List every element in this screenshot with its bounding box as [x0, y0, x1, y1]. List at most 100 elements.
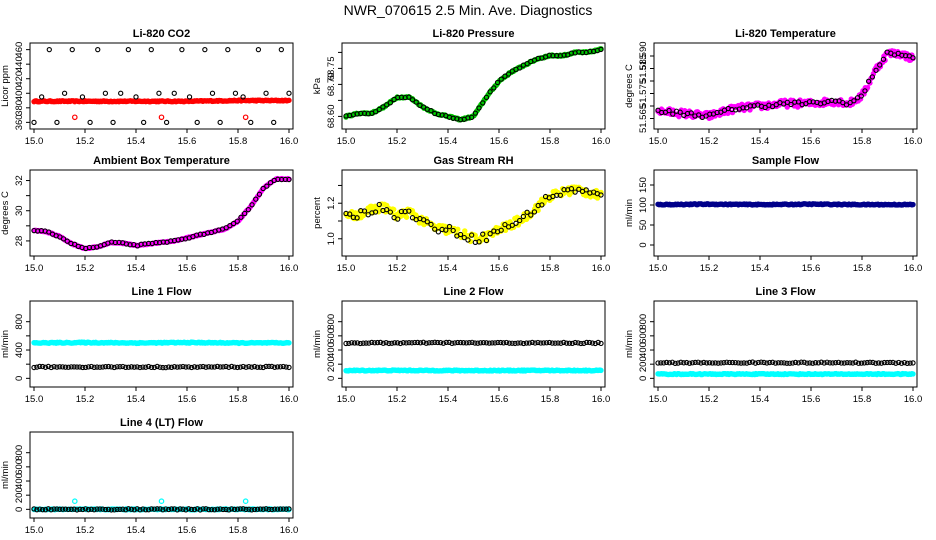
data-point	[575, 340, 581, 346]
x-tick-label: 15.6	[178, 136, 197, 147]
data-point	[46, 46, 52, 53]
series-co2-0	[31, 97, 292, 121]
data-point	[230, 220, 237, 227]
x-tick-label: 16.0	[280, 263, 299, 274]
data-point	[77, 364, 83, 370]
data-point	[257, 364, 263, 370]
data-point	[769, 359, 776, 365]
data-point	[884, 359, 890, 366]
data-point	[538, 340, 544, 346]
data-point	[194, 364, 200, 370]
data-point	[157, 506, 163, 512]
y-tick-label: 800	[638, 314, 649, 330]
data-point	[60, 236, 67, 242]
data-point	[377, 339, 384, 346]
data-point	[37, 363, 43, 370]
plot-frame	[341, 300, 606, 388]
data-point	[491, 85, 497, 91]
x-tick-label: 15.8	[853, 394, 872, 405]
outlier-point	[242, 114, 249, 121]
chart-box-temp: Ambient Box Temperature degrees C 15.0 15.2…	[0, 155, 298, 274]
x-tick-label: 15.0	[337, 394, 356, 405]
data-point	[387, 100, 393, 106]
data-point	[91, 507, 97, 513]
data-point	[426, 340, 432, 346]
data-point	[163, 506, 169, 512]
data-point	[349, 340, 355, 346]
data-point	[517, 217, 523, 224]
data-point	[266, 363, 272, 370]
data-point	[721, 360, 727, 366]
data-point	[351, 340, 358, 346]
data-point	[177, 364, 183, 370]
data-point	[655, 107, 661, 113]
data-point	[163, 119, 170, 126]
data-point	[568, 186, 575, 192]
data-point	[45, 506, 51, 512]
series-line4-1	[31, 506, 292, 513]
data-point	[111, 364, 117, 371]
data-point	[520, 213, 527, 220]
data-point	[681, 360, 687, 366]
x-tick-label: 15.0	[25, 263, 44, 274]
data-point	[864, 359, 870, 366]
data-point	[861, 360, 867, 366]
data-point	[428, 221, 434, 228]
x-tick-label: 15.8	[229, 394, 248, 405]
data-point	[486, 340, 492, 346]
y-axis-label: ml/min	[0, 330, 11, 358]
data-point	[145, 507, 152, 513]
x-tick-label: 16.0	[592, 263, 611, 274]
data-point	[134, 364, 140, 370]
x-tick-label: 15.2	[388, 394, 407, 405]
data-point	[79, 94, 86, 100]
data-point	[483, 94, 490, 100]
plot-frame	[341, 42, 606, 130]
data-point	[661, 360, 667, 366]
data-point	[71, 364, 77, 370]
data-point	[409, 340, 415, 346]
outlier-point	[72, 114, 78, 121]
data-point	[232, 90, 239, 96]
data-point	[409, 97, 416, 103]
data-point	[254, 364, 261, 370]
data-point	[526, 340, 533, 346]
y-tick-label: 200	[326, 356, 337, 372]
data-point	[676, 113, 682, 120]
data-point	[472, 110, 478, 116]
data-point	[581, 340, 587, 347]
data-point	[226, 364, 232, 370]
y-tick-label: 51.575	[638, 79, 649, 108]
x-tick-label: 16.0	[280, 525, 299, 536]
data-point	[670, 111, 676, 117]
data-point	[117, 506, 123, 512]
x-tick-label: 15.8	[853, 263, 872, 274]
data-point	[240, 363, 246, 370]
data-point	[64, 238, 70, 244]
x-tick-label: 16.0	[592, 394, 611, 405]
data-point	[74, 364, 80, 370]
y-tick-label: 400	[14, 85, 25, 101]
data-point	[476, 105, 482, 111]
data-point	[867, 359, 873, 365]
x-tick-label: 15.4	[439, 136, 458, 147]
data-point	[804, 360, 810, 366]
data-point	[446, 223, 453, 230]
data-point	[851, 98, 857, 104]
data-point	[518, 340, 524, 346]
data-point	[578, 340, 584, 347]
data-point	[752, 360, 759, 366]
chart-title: Line 1 Flow	[132, 286, 192, 298]
data-point	[483, 237, 490, 244]
data-point	[792, 359, 799, 366]
data-point	[357, 340, 363, 347]
data-point	[535, 339, 541, 346]
plot-frame	[29, 42, 294, 130]
x-tick-label: 15.4	[751, 136, 770, 147]
data-point	[383, 339, 389, 346]
data-point	[234, 218, 240, 224]
data-point	[123, 507, 129, 513]
data-point	[440, 340, 447, 346]
data-point	[420, 339, 427, 345]
data-point	[123, 364, 129, 370]
